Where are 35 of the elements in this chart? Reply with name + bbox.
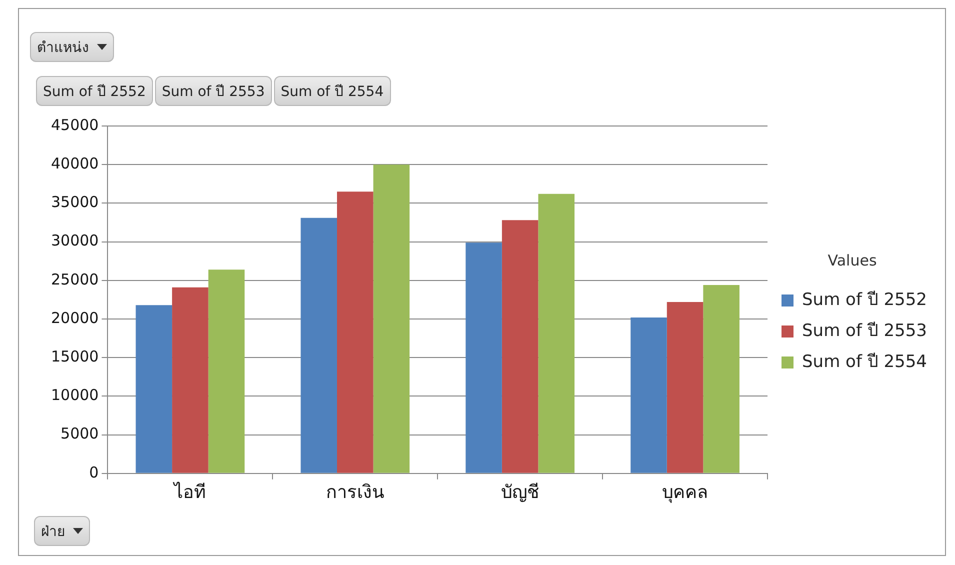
bar <box>666 302 704 473</box>
x-tick-label: บัญชี <box>501 482 540 503</box>
text: ตำแหน่ง <box>37 39 89 58</box>
bar <box>502 220 538 473</box>
bar <box>300 218 337 473</box>
legend-title: Values <box>828 251 877 270</box>
legend-label: Sum of ปี 2554 <box>802 352 928 372</box>
bar <box>136 305 172 473</box>
x-tick-label: ไอที <box>172 480 206 503</box>
y-tick-label: 30000 <box>51 232 99 250</box>
legend-label: Sum of ปี 2552 <box>802 290 928 310</box>
bar <box>703 285 740 473</box>
x-tick-label: บุคคล <box>662 482 708 503</box>
bar <box>373 164 410 473</box>
bar <box>466 242 502 473</box>
y-tick-label: 40000 <box>51 154 99 172</box>
y-tick-label: 25000 <box>51 270 99 288</box>
y-tick-label: 5000 <box>60 424 99 443</box>
y-tick-label: 45000 <box>51 116 99 134</box>
bar <box>208 270 245 473</box>
y-tick-label: 15000 <box>51 347 99 366</box>
y-tick-label: 10000 <box>51 386 99 404</box>
text: ฝ่าย <box>41 523 65 542</box>
bar <box>172 287 208 473</box>
y-tick-label: 35000 <box>51 193 99 212</box>
text: Sum of ปี 2552 <box>36 76 153 106</box>
y-tick-label: 0 <box>89 463 99 482</box>
text: Sum of ปี 2553 <box>154 76 272 106</box>
bar <box>336 192 374 473</box>
bar <box>630 317 667 473</box>
bar <box>538 194 575 473</box>
legend-label: Sum of ปี 2553 <box>802 320 928 341</box>
text: Sum of ปี 2554 <box>274 76 391 106</box>
x-tick-label: การเงิน <box>326 482 384 503</box>
y-tick-label: 20000 <box>51 308 99 327</box>
